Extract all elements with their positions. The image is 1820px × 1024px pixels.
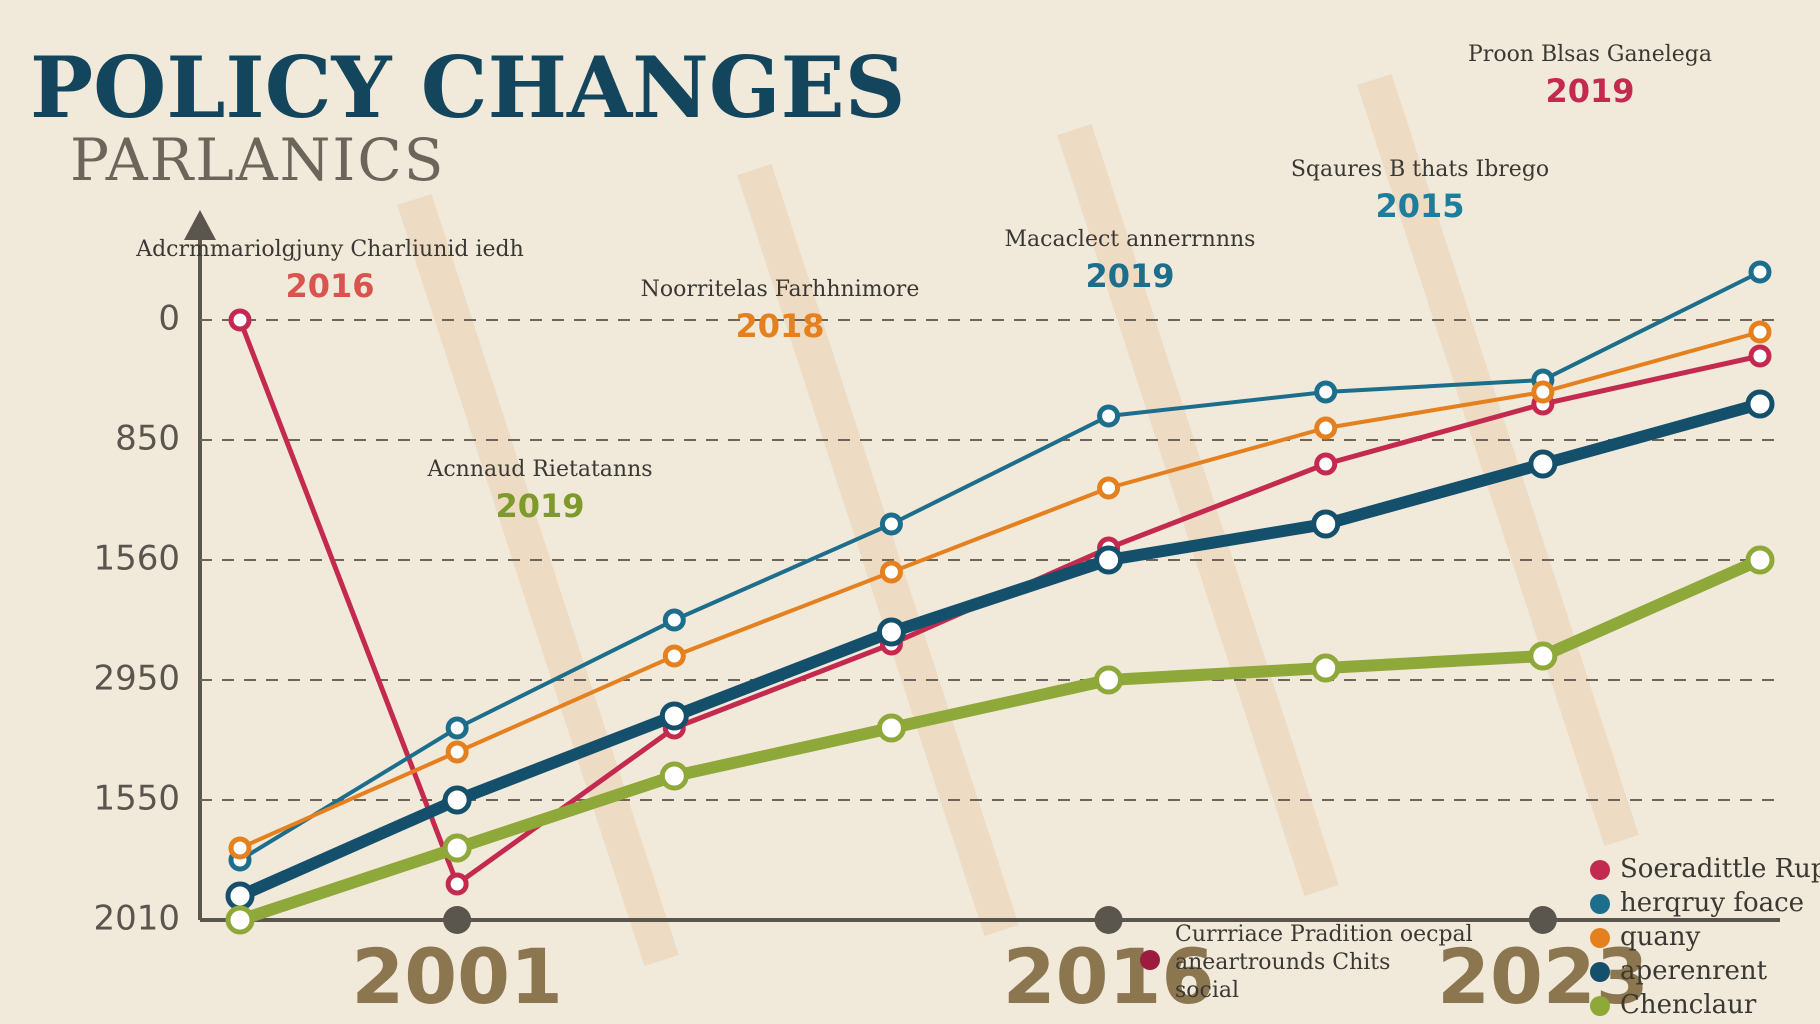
x-tick-label: 2001	[351, 932, 563, 1021]
y-tick-label: 2010	[93, 899, 180, 939]
point	[1097, 404, 1121, 428]
point	[876, 713, 906, 743]
series-line	[237, 398, 1762, 902]
point	[228, 308, 252, 332]
point	[659, 701, 689, 731]
point	[659, 761, 689, 791]
point	[1528, 449, 1558, 479]
point	[662, 608, 686, 632]
point	[1748, 344, 1772, 368]
y-tick-label: 1550	[93, 779, 180, 819]
band	[737, 164, 1019, 936]
point	[445, 716, 469, 740]
point	[225, 905, 255, 935]
legend-label: aperenrent	[1620, 956, 1768, 986]
annotation-year: 2019	[495, 487, 584, 525]
point	[1745, 545, 1775, 575]
point	[445, 740, 469, 764]
legend-label: Chenclaur	[1620, 990, 1757, 1020]
series-line	[238, 270, 1761, 862]
x-tick-dot	[443, 906, 472, 934]
legend-label: quany	[1620, 922, 1701, 952]
series-line	[238, 554, 1763, 926]
x-tick-label: 2016	[1003, 932, 1215, 1021]
point	[1094, 545, 1124, 575]
point	[442, 833, 472, 863]
annotation-text: Macaclect annerrnnns	[1005, 227, 1256, 252]
x-tick-label: 2023	[1437, 932, 1649, 1021]
legend-swatch	[1590, 894, 1610, 914]
annotation-text: Noorritelas Farhhnimore	[641, 277, 920, 302]
y-tick-label: 0	[158, 299, 180, 339]
y-tick-label: 850	[115, 419, 180, 459]
y-tick-label: 2950	[93, 659, 180, 699]
annotation-text: Proon Blsas Ganelega	[1468, 42, 1712, 67]
series-line	[239, 330, 1761, 850]
legend-label: herqruy foace	[1620, 888, 1804, 918]
chart-subtitle: PARLANICS	[70, 126, 445, 194]
x-tick-dot	[1094, 906, 1123, 934]
annotation-text: Sqaures B thats Ibrego	[1291, 157, 1549, 182]
footnote-line: Currriace Pradition oecpal	[1175, 922, 1473, 947]
footnote-dot	[1140, 950, 1160, 970]
legend-swatch	[1590, 962, 1610, 982]
annotation-text: Acnnaud Rietatanns	[426, 457, 652, 482]
point	[876, 617, 906, 647]
series	[225, 389, 1775, 911]
point	[1311, 653, 1341, 683]
annotation-year: 2019	[1085, 257, 1174, 295]
y-tick-label: 1560	[93, 539, 180, 579]
point	[1314, 416, 1338, 440]
annotation-year: 2015	[1375, 187, 1464, 225]
footnote-line: aneartrounds Chits	[1175, 950, 1390, 975]
legend-label: Soeradittle Ruppr	[1620, 854, 1820, 884]
annotation-year: 2016	[285, 267, 374, 305]
point	[442, 785, 472, 815]
series	[228, 320, 1772, 860]
annotation-text: Adcrmmariolgjuny Charliunid iedh	[135, 237, 524, 262]
point	[1748, 320, 1772, 344]
point	[228, 836, 252, 860]
legend-swatch	[1590, 860, 1610, 880]
point	[1528, 641, 1558, 671]
point	[879, 512, 903, 536]
point	[1314, 452, 1338, 476]
annotation-year: 2019	[1545, 72, 1634, 110]
point	[225, 881, 255, 911]
point	[1097, 476, 1121, 500]
footnote-line: social	[1175, 978, 1239, 1003]
point	[1745, 389, 1775, 419]
legend-swatch	[1590, 928, 1610, 948]
x-tick-dot	[1528, 906, 1557, 934]
chart-title: POLICY CHANGES	[30, 38, 905, 137]
legend-swatch	[1590, 996, 1610, 1016]
y-axis-arrow	[184, 210, 216, 240]
point	[1311, 509, 1341, 539]
point	[1748, 260, 1772, 284]
point	[1094, 665, 1124, 695]
annotation-year: 2018	[735, 307, 824, 345]
band	[1057, 124, 1339, 896]
point	[662, 644, 686, 668]
point	[879, 560, 903, 584]
point	[1531, 380, 1555, 404]
series	[225, 545, 1775, 935]
point	[445, 872, 469, 896]
point	[1314, 380, 1338, 404]
band	[1357, 74, 1639, 846]
